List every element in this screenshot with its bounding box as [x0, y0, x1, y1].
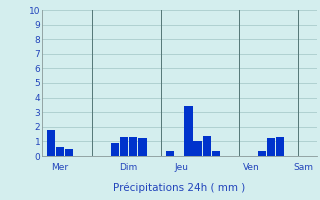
Bar	[65, 149, 73, 156]
Bar	[129, 137, 138, 156]
Text: Dim: Dim	[120, 163, 138, 172]
Bar	[56, 147, 64, 156]
Text: Jeu: Jeu	[175, 163, 188, 172]
Text: Précipitations 24h ( mm ): Précipitations 24h ( mm )	[113, 182, 245, 193]
Bar	[258, 151, 266, 156]
Bar	[111, 143, 119, 156]
Text: Ven: Ven	[244, 163, 260, 172]
Bar	[166, 151, 174, 156]
Bar	[120, 137, 128, 156]
Bar	[267, 138, 275, 156]
Bar	[203, 136, 211, 156]
Bar	[184, 106, 193, 156]
Bar	[138, 138, 147, 156]
Bar	[276, 137, 284, 156]
Bar	[193, 141, 202, 156]
Text: Mer: Mer	[51, 163, 68, 172]
Bar	[47, 130, 55, 156]
Bar	[212, 151, 220, 156]
Text: Sam: Sam	[294, 163, 314, 172]
